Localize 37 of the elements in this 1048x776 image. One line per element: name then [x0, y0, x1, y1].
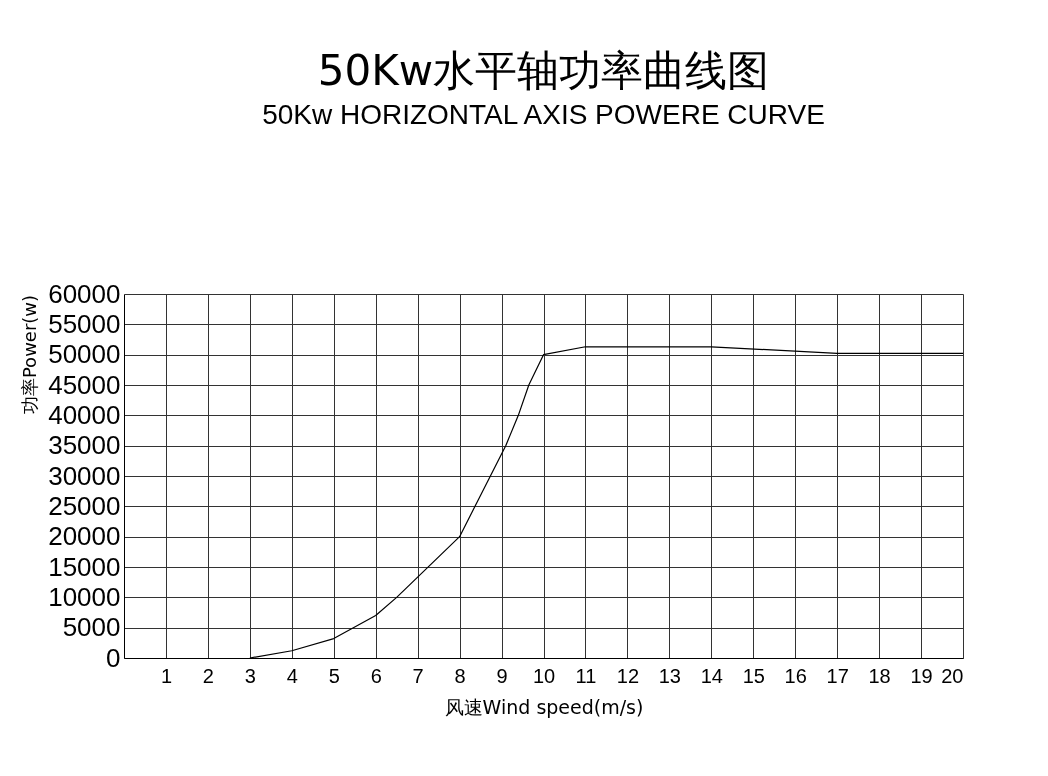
x-tick-label: 20 [941, 664, 964, 687]
y-tick-label: 30000 [48, 460, 121, 491]
x-tick-label: 8 [454, 664, 466, 687]
x-tick-label: 14 [700, 664, 723, 687]
x-tick-label: 6 [370, 664, 382, 687]
x-tick-label: 19 [910, 664, 933, 687]
x-tick-label: 1 [160, 664, 173, 687]
x-tick-label: 10 [532, 664, 556, 687]
x-tick-label: 3 [244, 664, 256, 687]
y-tick-label: 20000 [48, 521, 121, 552]
x-tick-label: 16 [784, 664, 807, 687]
y-tick-label: 40000 [48, 399, 121, 430]
chart-title: 50Kw水平轴功率曲线图 [317, 46, 770, 95]
x-tick-label: 13 [658, 664, 681, 687]
x-tick-label: 15 [742, 664, 765, 687]
x-axis-title: 风速Wind speed(m/s) [444, 695, 644, 718]
y-tick-label: 35000 [48, 430, 121, 461]
x-tick-label: 17 [826, 664, 849, 687]
y-tick-label: 60000 [48, 278, 121, 309]
chart-subtitle: 50Kw HORIZONTAL AXIS POWERE CURVE [262, 99, 825, 130]
y-tick-label: 55000 [48, 308, 121, 339]
y-tick-label: 45000 [48, 369, 121, 400]
y-tick-label: 50000 [48, 339, 121, 370]
x-tick-label: 18 [868, 664, 891, 687]
y-tick-label: 25000 [48, 490, 121, 521]
x-tick-label: 2 [202, 664, 214, 687]
y-tick-label: 0 [106, 642, 121, 673]
x-tick-label: 11 [575, 664, 597, 687]
y-tick-label: 15000 [48, 551, 121, 582]
x-tick-label: 4 [286, 664, 298, 687]
x-tick-label: 5 [328, 664, 340, 687]
x-tick-label: 12 [616, 664, 640, 687]
y-tick-label: 10000 [48, 581, 121, 612]
y-tick-label: 5000 [62, 612, 121, 643]
y-axis-title: 功率Power(w) [18, 294, 40, 415]
x-tick-label: 9 [496, 664, 508, 687]
x-tick-label: 7 [412, 664, 424, 687]
